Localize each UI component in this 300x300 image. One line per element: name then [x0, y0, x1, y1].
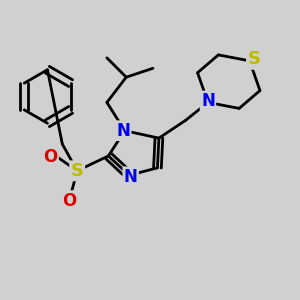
- Text: N: N: [201, 92, 215, 110]
- Text: N: N: [116, 122, 130, 140]
- Text: O: O: [63, 191, 77, 209]
- Text: S: S: [71, 162, 84, 180]
- Text: S: S: [248, 50, 260, 68]
- Text: N: N: [124, 168, 138, 186]
- Text: O: O: [43, 148, 58, 166]
